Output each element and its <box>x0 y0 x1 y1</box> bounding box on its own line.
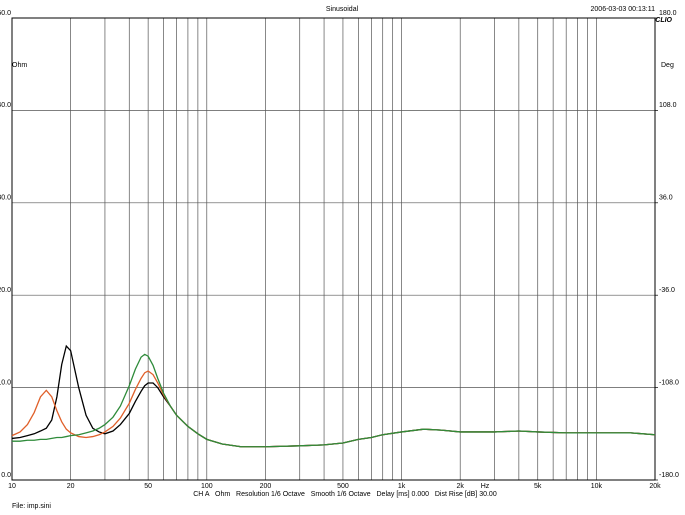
brand: CLIO <box>655 17 672 24</box>
file-name: File: imp.sini <box>12 503 51 510</box>
y-tick-label: 10.0 <box>0 379 11 386</box>
series-line <box>11 370 656 448</box>
x-tick-label: 50 <box>144 483 152 490</box>
y2-tick-label: 180.0 <box>659 10 677 17</box>
plot-frame <box>11 17 656 481</box>
series-line <box>11 344 656 448</box>
x-tick-label: 10 <box>8 483 16 490</box>
y2-tick-label: 36.0 <box>659 195 673 202</box>
y2-tick-label: -108.0 <box>659 379 679 386</box>
y-tick-label: 40.0 <box>0 102 11 109</box>
series-line <box>12 353 656 448</box>
x-tick-label: 200 <box>260 483 272 490</box>
y-tick-label: 20.0 <box>0 287 11 294</box>
y-axis-label: Ohm <box>12 62 27 69</box>
x-tick-label: 20 <box>67 483 75 490</box>
footer: CH A Ohm Resolution 1/6 Octave Smooth 1/… <box>193 491 497 498</box>
y-tick-label: 50.0 <box>0 10 11 17</box>
x-tick-label: 100 <box>201 483 213 490</box>
y2-tick-label: 108.0 <box>659 102 677 109</box>
x-tick-label: 10k <box>591 483 603 490</box>
chart-title: Sinusoidal <box>326 6 359 13</box>
y2-axis-label: Deg <box>661 62 674 69</box>
y2-tick-label: -180.0 <box>659 472 679 479</box>
x-tick-label: 5k <box>534 483 542 490</box>
x-tick-label: 2k <box>457 483 465 490</box>
x-tick-label: 500 <box>337 483 349 490</box>
y-tick-label: 30.0 <box>0 195 11 202</box>
x-tick-label: 20k <box>649 483 661 490</box>
timestamp: 2006-03-03 00:13:11 <box>591 6 656 13</box>
y2-tick-label: -36.0 <box>659 287 675 294</box>
x-tick-label: 1k <box>398 483 406 490</box>
y-tick-label: 0.0 <box>1 472 11 479</box>
x-unit: Hz <box>481 483 490 490</box>
